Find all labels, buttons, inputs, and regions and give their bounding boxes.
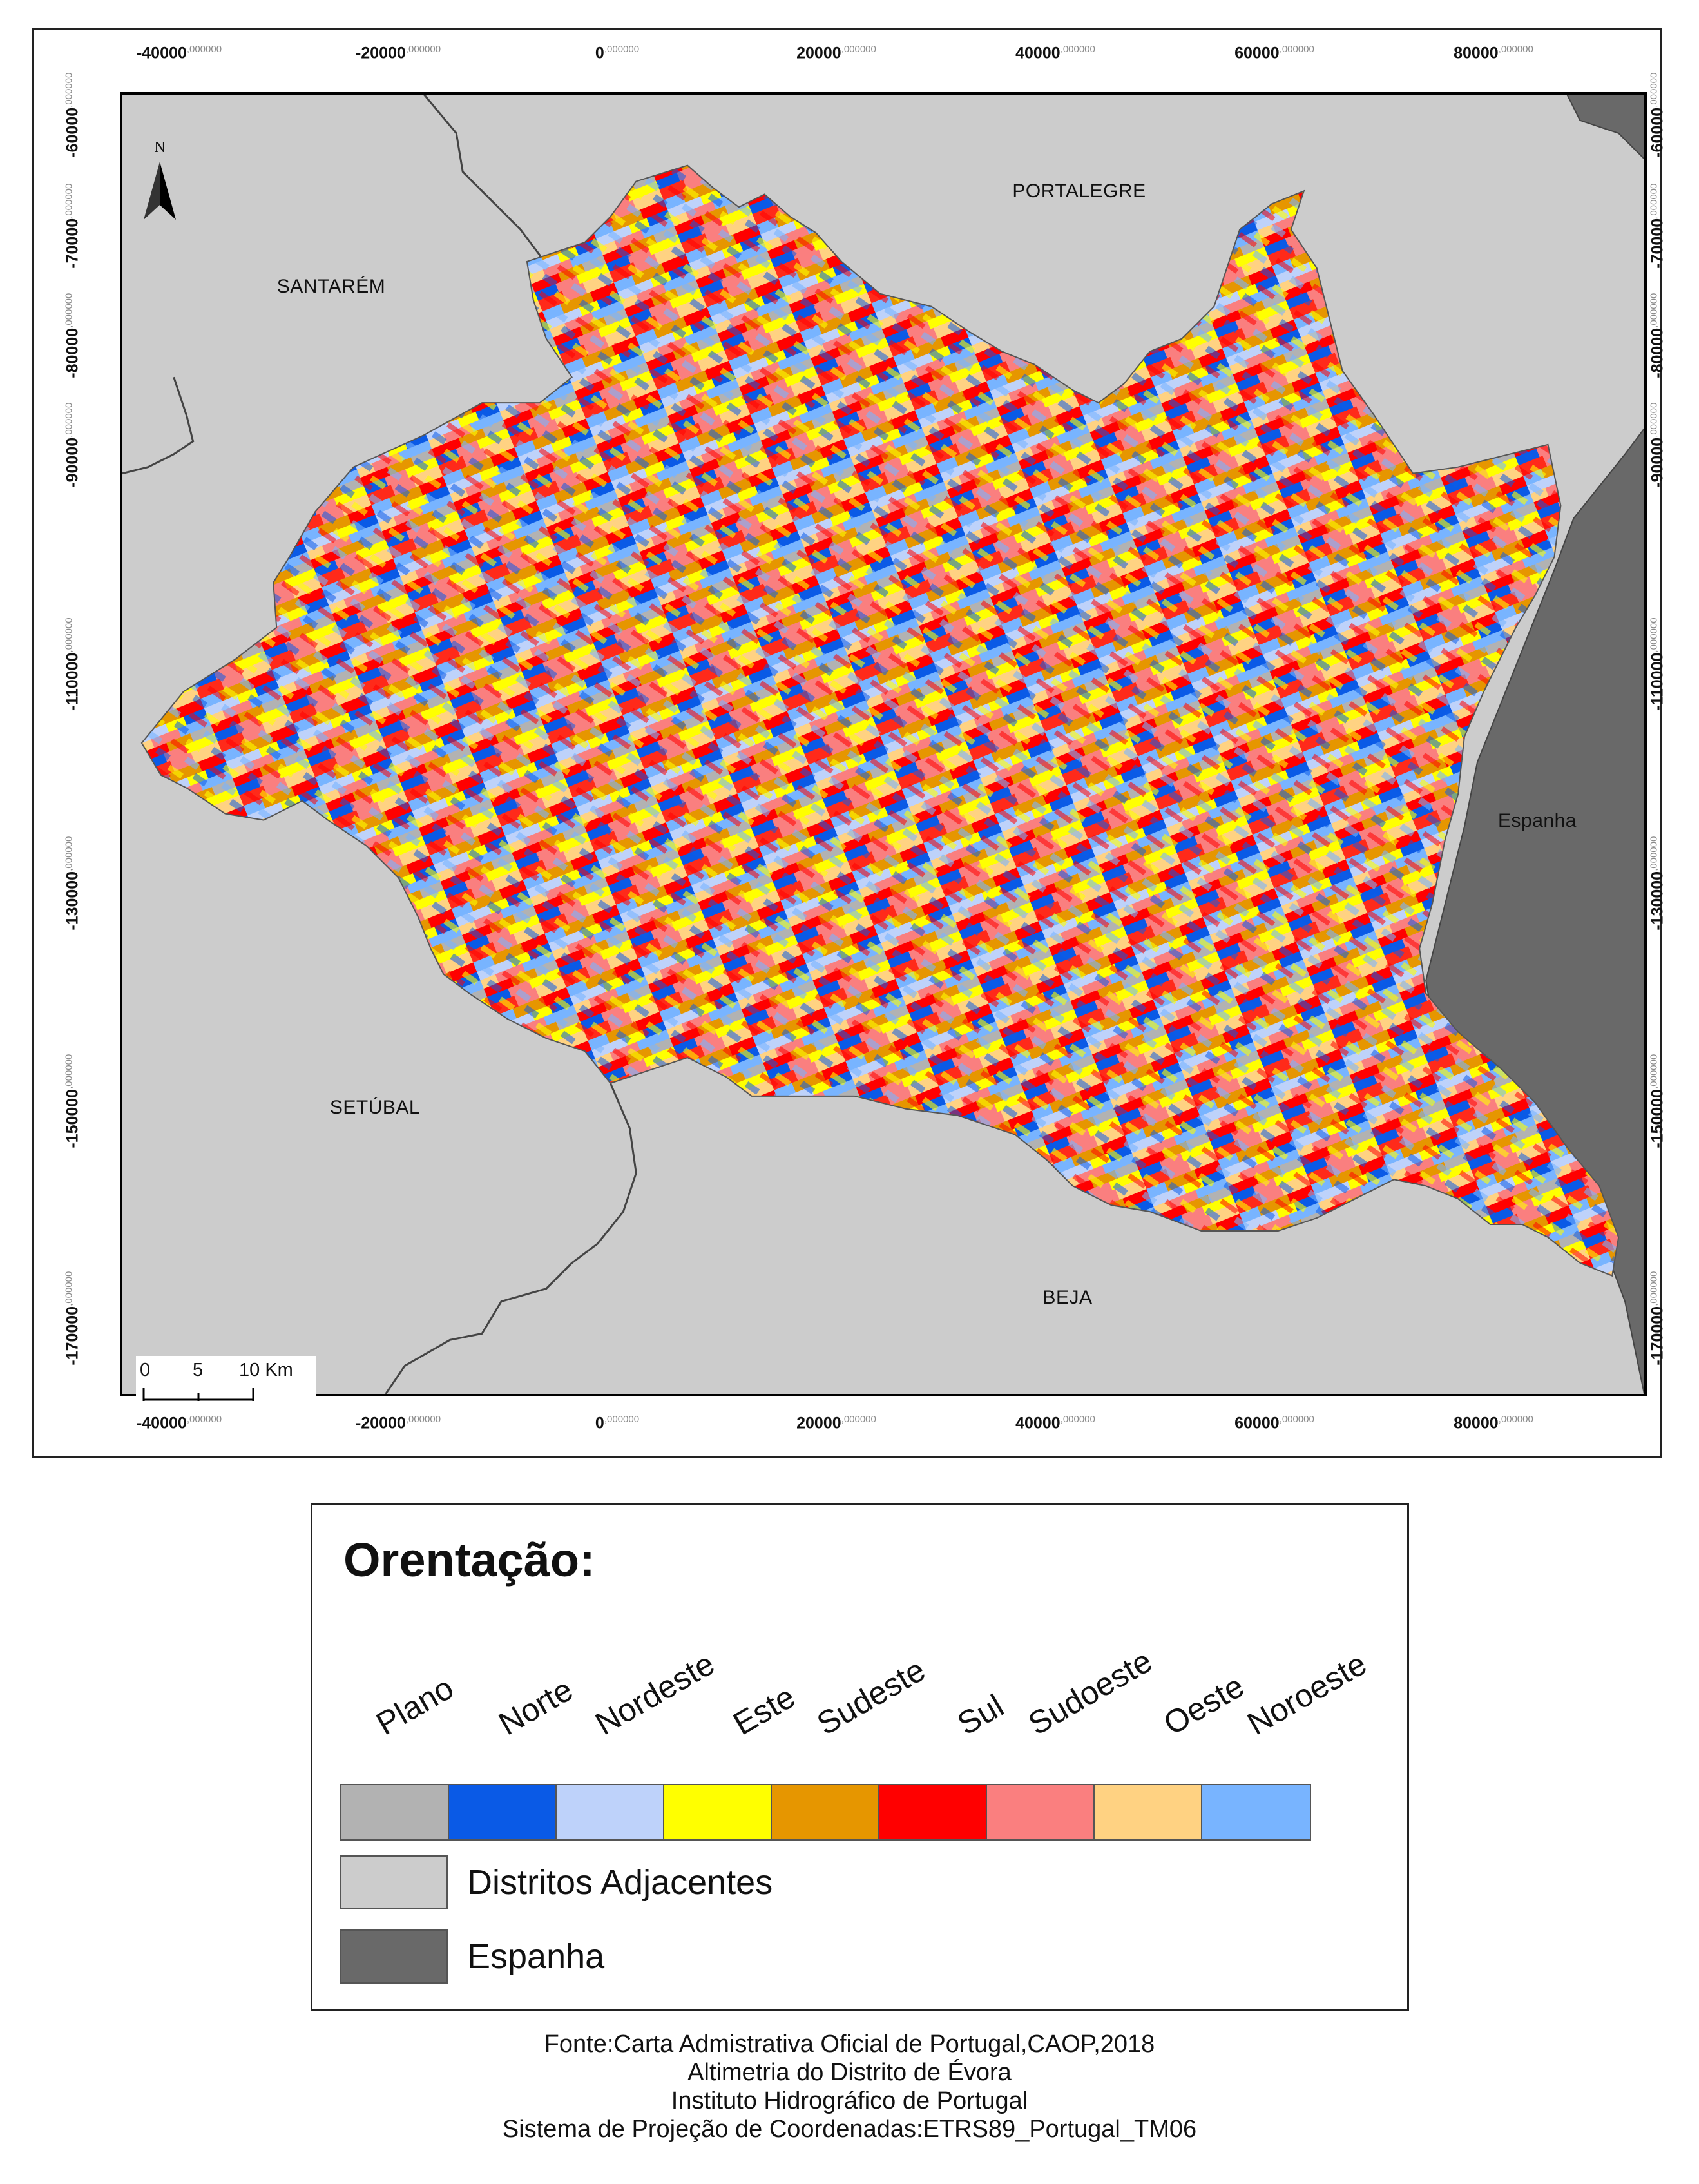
y-tick: -130000,000000 <box>1648 836 1667 931</box>
legend: Orentação: Plano Norte Nordeste Este Sud… <box>311 1503 1409 2011</box>
x-tick: 20000,000000 <box>796 1414 876 1433</box>
source-line: Sistema de Projeção de Coordenadas:ETRS8… <box>502 2116 1197 2143</box>
x-tick: -40000,000000 <box>136 1414 222 1433</box>
legend-label-adjacent: Distritos Adjacentes <box>467 1863 773 1902</box>
legend-label-nordeste: Nordeste <box>589 1645 721 1743</box>
legend-label-spain: Espanha <box>467 1937 605 1976</box>
y-tick: -170000,000000 <box>63 1271 82 1366</box>
y-tick: -110000,000000 <box>63 617 82 711</box>
district-borders <box>122 95 637 1394</box>
y-tick: -150000,000000 <box>1648 1054 1667 1148</box>
region-label-santarem: SANTARÉM <box>276 276 386 297</box>
map-data-area: PORTALEGRE SANTARÉM SETÚBAL BEJA Espanha <box>120 92 1647 1396</box>
x-tick: 0,000000 <box>595 44 640 63</box>
x-tick: -40000,000000 <box>136 44 222 63</box>
legend-swatch-norte <box>449 1785 557 1839</box>
region-label-setubal: SETÚBAL <box>329 1097 421 1118</box>
map-canvas <box>122 95 1644 1394</box>
y-tick: -90000,000000 <box>63 402 82 488</box>
legend-swatch-plano <box>341 1785 449 1839</box>
scale-label-0: 0 <box>140 1360 151 1380</box>
legend-swatch-sul <box>879 1785 987 1839</box>
legend-swatch-oeste <box>1095 1785 1202 1839</box>
legend-swatch-adjacent <box>340 1855 448 1909</box>
legend-label-sudeste: Sudeste <box>811 1651 932 1743</box>
legend-label-noroeste: Noroeste <box>1241 1645 1373 1743</box>
legend-label-sul: Sul <box>951 1687 1010 1743</box>
scale-bar: 0 5 10 Km <box>136 1356 316 1413</box>
legend-row-adjacent: Distritos Adjacentes <box>340 1855 773 1909</box>
source-line: Altimetria do Distrito de Évora <box>687 2059 1012 2086</box>
region-label-beja: BEJA <box>1042 1287 1093 1308</box>
source-line: Instituto Hidrográfico de Portugal <box>671 2087 1028 2114</box>
region-label-portalegre: PORTALEGRE <box>1012 180 1146 202</box>
y-tick: -150000,000000 <box>63 1054 82 1148</box>
y-tick: -90000,000000 <box>1648 402 1667 488</box>
legend-swatch-este <box>664 1785 772 1839</box>
legend-row-spain: Espanha <box>340 1929 604 1984</box>
legend-swatch-nordeste <box>557 1785 664 1839</box>
x-tick: 40000,000000 <box>1015 1414 1095 1433</box>
legend-swatch-spain <box>340 1929 448 1984</box>
x-tick: 60000,000000 <box>1234 1414 1314 1433</box>
x-tick: 20000,000000 <box>796 44 876 63</box>
north-label: N <box>154 139 166 156</box>
scale-label-10: 10 Km <box>239 1360 293 1380</box>
legend-swatch-sudeste <box>772 1785 879 1839</box>
x-tick: -20000,000000 <box>355 1414 441 1433</box>
y-tick: -170000,000000 <box>1648 1271 1667 1366</box>
x-tick: 40000,000000 <box>1015 44 1095 63</box>
legend-swatch-sudoeste <box>987 1785 1095 1839</box>
x-tick: -20000,000000 <box>355 44 441 63</box>
scale-label-5: 5 <box>193 1360 204 1380</box>
x-tick: 60000,000000 <box>1234 44 1314 63</box>
legend-swatch-noroeste <box>1202 1785 1310 1839</box>
legend-label-norte: Norte <box>492 1671 579 1743</box>
map-frame: -40000,000000 -20000,000000 0,000000 200… <box>32 28 1667 1458</box>
source-note: Fonte:Carta Admistrativa Oficial de Port… <box>0 2030 1699 2143</box>
legend-swatch-row <box>340 1784 1311 1841</box>
legend-label-este: Este <box>727 1678 802 1743</box>
x-tick: 80000,000000 <box>1454 44 1533 63</box>
north-arrow-icon: N <box>137 139 182 223</box>
y-tick: -110000,000000 <box>1648 617 1667 711</box>
legend-label-sudoeste: Sudoeste <box>1022 1642 1158 1743</box>
legend-title: Orentação: <box>343 1533 595 1587</box>
legend-label-plano: Plano <box>370 1669 460 1743</box>
x-tick: 0,000000 <box>595 1414 640 1433</box>
legend-label-oeste: Oeste <box>1157 1667 1251 1743</box>
x-tick: 80000,000000 <box>1454 1414 1533 1433</box>
region-label-espanha: Espanha <box>1498 810 1577 831</box>
source-line: Fonte:Carta Admistrativa Oficial de Port… <box>544 2031 1155 2058</box>
y-tick: -130000,000000 <box>63 836 82 931</box>
